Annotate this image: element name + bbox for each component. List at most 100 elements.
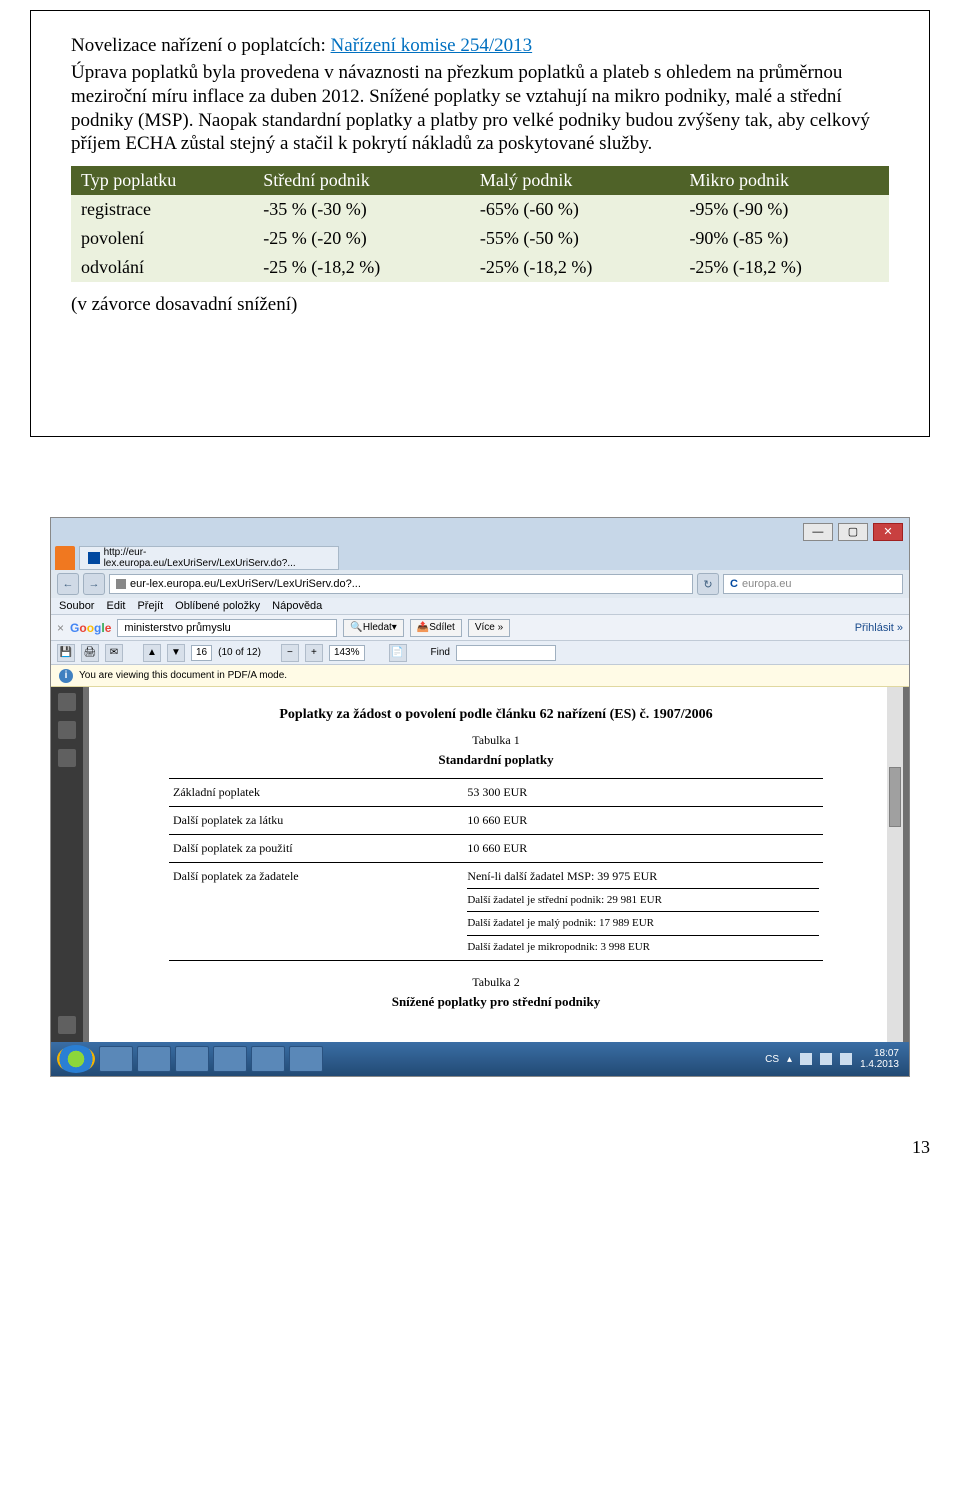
pdf-row: Základní poplatek 53 300 EUR (169, 779, 823, 807)
tray-time: 18:07 (860, 1048, 899, 1059)
start-button-icon[interactable] (57, 1045, 95, 1073)
title-black: Novelizace nařízení o poplatcích: (71, 35, 331, 56)
pdf-mode-notice: i You are viewing this document in PDF/A… (51, 665, 909, 687)
pdf-sidebar-bottom-icon[interactable] (58, 1016, 76, 1034)
pdf-page-input[interactable]: 16 (191, 645, 212, 661)
pdf-cell-r-line2: Další žadatel je střední podnik: 29 981 … (467, 888, 819, 907)
pdf-mail-icon[interactable]: ✉ (105, 644, 123, 662)
google-sdilet-button[interactable]: 📤 Sdílet (410, 619, 462, 637)
window-titlebar: — ▢ ✕ (51, 518, 909, 546)
pdf-find-input[interactable] (456, 645, 556, 661)
cell: registrace (71, 195, 253, 224)
google-logo-icon: Google (70, 621, 111, 635)
tab-favicon-icon (88, 552, 100, 564)
pdf-save-icon[interactable]: 💾 (57, 644, 75, 662)
tray-volume-icon[interactable] (840, 1053, 852, 1065)
arrow-left-icon: ← (63, 578, 74, 590)
google-hledat-label: Hledat (363, 622, 392, 633)
title-blue: Nařízení komise 254/2013 (331, 35, 533, 56)
taskbar-app-icon[interactable] (251, 1046, 285, 1072)
cell: povolení (71, 224, 253, 253)
taskbar-app-icon[interactable] (99, 1046, 133, 1072)
cell: -95% (-90 %) (679, 195, 889, 224)
tray-clock[interactable]: 18:07 1.4.2013 (860, 1048, 899, 1070)
pdf-attachments-icon[interactable] (58, 749, 76, 767)
pdf-cell-r: 10 660 EUR (463, 807, 823, 835)
pdf-page-down-icon[interactable]: ▼ (167, 644, 185, 662)
info-icon: i (59, 669, 73, 683)
pdf-bookmarks-icon[interactable] (58, 721, 76, 739)
menu-soubor[interactable]: Soubor (59, 600, 94, 612)
pdf-cell-r-line4: Další žadatel je mikropodnik: 3 998 EUR (467, 935, 819, 954)
arrow-right-icon: → (89, 578, 100, 590)
google-search-value: ministerstvo průmyslu (124, 622, 230, 634)
address-bar: ← → eur-lex.europa.eu/LexUriServ/LexUriS… (51, 570, 909, 598)
pdf-find-label: Find (431, 647, 450, 658)
reload-button[interactable]: ↻ (697, 573, 719, 595)
pdf-notice-text: You are viewing this document in PDF/A m… (79, 670, 287, 681)
google-signin-link[interactable]: Přihlásit » (855, 622, 903, 634)
window-minimize-button[interactable]: — (803, 523, 833, 541)
window-maximize-button[interactable]: ▢ (838, 523, 868, 541)
windows-taskbar: CS ▴ 18:07 1.4.2013 (51, 1042, 909, 1076)
browser-search-input[interactable]: C europa.eu (723, 574, 903, 594)
pdf-cell-l: Další poplatek za použití (169, 835, 463, 863)
pdf-cell-l: Základní poplatek (169, 779, 463, 807)
browser-tab[interactable]: http://eur-lex.europa.eu/LexUriServ/LexU… (79, 546, 339, 570)
nav-back-button[interactable]: ← (57, 573, 79, 595)
cell: -90% (-85 %) (679, 224, 889, 253)
menu-napoveda[interactable]: Nápověda (272, 600, 322, 612)
pdf-page-up-icon[interactable]: ▲ (143, 644, 161, 662)
google-toolbar: × Google ministerstvo průmyslu 🔍 Hledat … (51, 615, 909, 641)
table-row: povolení -25 % (-20 %) -55% (-50 %) -90%… (71, 224, 889, 253)
menu-oblibene[interactable]: Oblíbené položky (175, 600, 260, 612)
tray-chevron-icon[interactable]: ▴ (787, 1054, 792, 1065)
tray-lang[interactable]: CS (765, 1054, 779, 1065)
taskbar-app-icon[interactable] (213, 1046, 247, 1072)
taskbar-app-icon[interactable] (175, 1046, 209, 1072)
menu-prejit[interactable]: Přejít (137, 600, 163, 612)
fee-table: Typ poplatku Střední podnik Malý podnik … (71, 166, 889, 282)
menu-edit[interactable]: Edit (106, 600, 125, 612)
pdf-row: Další poplatek za použití 10 660 EUR (169, 835, 823, 863)
pdf-zoom-in-icon[interactable]: + (305, 644, 323, 662)
pdf-print-icon[interactable]: 🖨 (81, 644, 99, 662)
toolbar-close-icon[interactable]: × (57, 621, 64, 635)
tab-label: http://eur-lex.europa.eu/LexUriServ/LexU… (104, 547, 330, 569)
doc-title: Novelizace nařízení o poplatcích: Naříze… (71, 35, 889, 57)
url-text: eur-lex.europa.eu/LexUriServ/LexUriServ.… (130, 578, 361, 590)
nav-forward-button[interactable]: → (83, 573, 105, 595)
google-vice-button[interactable]: Více » (468, 619, 510, 637)
table-row: registrace -35 % (-30 %) -65% (-60 %) -9… (71, 195, 889, 224)
browser-menu: Soubor Edit Přejít Oblíbené položky Nápo… (51, 598, 909, 615)
google-vice-label: Více » (475, 622, 503, 633)
doc-paragraph: Úprava poplatků byla provedena v návazno… (71, 61, 889, 156)
url-input[interactable]: eur-lex.europa.eu/LexUriServ/LexUriServ.… (109, 574, 693, 594)
pdf-row: Další poplatek za látku 10 660 EUR (169, 807, 823, 835)
taskbar-app-icon[interactable] (137, 1046, 171, 1072)
pdf-thumbnails-icon[interactable] (58, 693, 76, 711)
cell: -25% (-18,2 %) (679, 253, 889, 282)
pdf-tab2-label: Tabulka 2 (169, 975, 823, 990)
cell: odvolání (71, 253, 253, 282)
tray-network-icon[interactable] (820, 1053, 832, 1065)
taskbar-app-icon[interactable] (289, 1046, 323, 1072)
pdf-scrollbar-thumb[interactable] (889, 767, 901, 827)
browser-window: — ▢ ✕ http://eur-lex.europa.eu/LexUriSer… (50, 517, 910, 1077)
google-hledat-button[interactable]: 🔍 Hledat ▾ (343, 619, 403, 637)
pdf-scrollbar[interactable] (887, 687, 903, 1042)
pdf-zoom-out-icon[interactable]: − (281, 644, 299, 662)
window-close-button[interactable]: ✕ (873, 523, 903, 541)
pdf-tab1-title: Standardní poplatky (169, 752, 823, 768)
tray-flag-icon[interactable] (800, 1053, 812, 1065)
pdf-tool-icon[interactable]: 📄 (389, 644, 407, 662)
table-row: odvolání -25 % (-18,2 %) -25% (-18,2 %) … (71, 253, 889, 282)
document-box: Novelizace nařízení o poplatcích: Naříze… (30, 10, 930, 437)
pdf-page: Poplatky za žádost o povolení podle člán… (89, 687, 903, 1042)
google-search-input[interactable]: ministerstvo průmyslu (117, 619, 337, 637)
cell: -35 % (-30 %) (253, 195, 470, 224)
firefox-menu-icon[interactable] (55, 546, 75, 570)
pdf-cell-r: 53 300 EUR (463, 779, 823, 807)
pdf-zoom-input[interactable]: 143% (329, 645, 365, 661)
pdf-tab2-title: Snížené poplatky pro střední podniky (169, 994, 823, 1010)
